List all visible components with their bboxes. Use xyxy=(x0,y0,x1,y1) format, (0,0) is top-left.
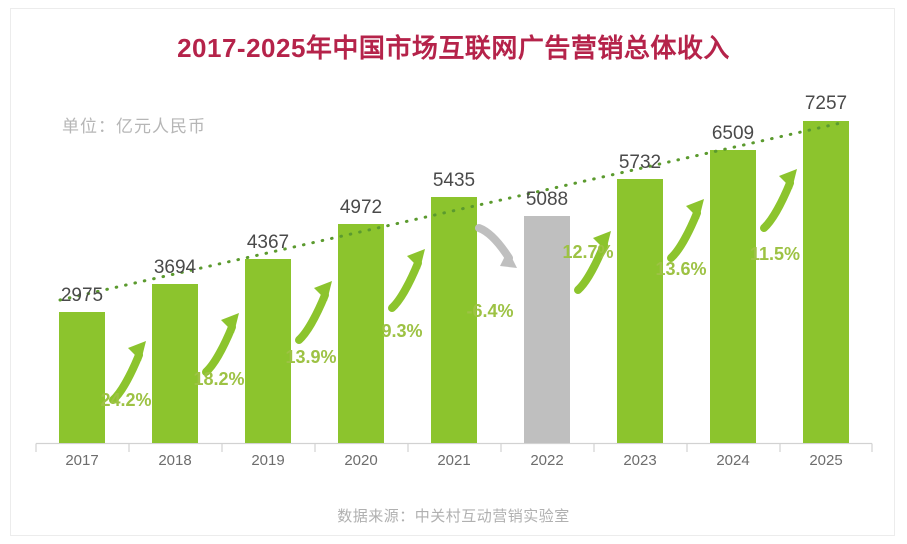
x-label-2022: 2022 xyxy=(530,452,564,469)
growth-label-2021: 9.3% xyxy=(381,321,423,341)
growth-label-2022: -6.4% xyxy=(466,301,514,321)
growth-arrow-2024 xyxy=(667,199,704,262)
growth-arrow-2025 xyxy=(760,169,797,232)
growth-label-2018: 24.2% xyxy=(100,390,152,410)
growth-arrow-2018 xyxy=(109,341,146,404)
bar-2019[interactable] xyxy=(245,259,291,443)
bar-value-2022: 5088 xyxy=(525,189,569,210)
decline-arrow-2022 xyxy=(475,224,517,268)
source-label: 数据来源：中关村互动营销实验室 xyxy=(337,508,570,525)
bar-value-2017: 2975 xyxy=(60,285,104,306)
growth-label-2019: 18.2% xyxy=(193,369,245,389)
growth-arrow-2020 xyxy=(295,281,332,344)
bar-value-2020: 4972 xyxy=(339,197,383,218)
bar-2023[interactable] xyxy=(617,179,663,443)
bar-value-2023: 5732 xyxy=(618,152,662,173)
x-axis-ticks xyxy=(35,443,873,452)
unit-label: 单位：亿元人民币 xyxy=(62,117,206,136)
chart-title: 2017-2025年中国市场互联网广告营销总体收入 xyxy=(177,33,730,63)
bar-value-2025: 7257 xyxy=(804,93,848,114)
x-label-2017: 2017 xyxy=(65,452,99,469)
bar-2017[interactable] xyxy=(59,312,105,443)
x-label-2018: 2018 xyxy=(158,452,192,469)
x-label-2021: 2021 xyxy=(437,452,471,469)
bar-2018[interactable] xyxy=(152,284,198,443)
x-label-2020: 2020 xyxy=(344,452,378,469)
bar-2025[interactable] xyxy=(803,121,849,443)
growth-label-2025: 11.5% xyxy=(749,244,801,264)
bar-value-2019: 4367 xyxy=(246,232,290,253)
x-label-2023: 2023 xyxy=(623,452,657,469)
bar-value-2024: 6509 xyxy=(711,123,755,144)
bar-2022[interactable] xyxy=(524,216,570,443)
growth-label-2023: 12.7% xyxy=(562,242,614,262)
x-label-2025: 2025 xyxy=(809,452,843,469)
bar-2020[interactable] xyxy=(338,224,384,443)
growth-arrows xyxy=(109,169,797,404)
growth-arrow-2023 xyxy=(574,231,611,294)
growth-arrow-2019 xyxy=(202,313,239,376)
bar-value-2018: 3694 xyxy=(153,257,197,278)
growth-label-2024: 13.6% xyxy=(655,259,707,279)
growth-arrow-2021 xyxy=(388,249,425,312)
bar-2024[interactable] xyxy=(710,150,756,443)
bar-2021[interactable] xyxy=(431,197,477,443)
bar-value-2021: 5435 xyxy=(432,170,476,191)
x-label-2019: 2019 xyxy=(251,452,285,469)
growth-label-2020: 13.9% xyxy=(285,347,337,367)
trend-line xyxy=(58,120,847,302)
x-label-2024: 2024 xyxy=(716,452,750,469)
